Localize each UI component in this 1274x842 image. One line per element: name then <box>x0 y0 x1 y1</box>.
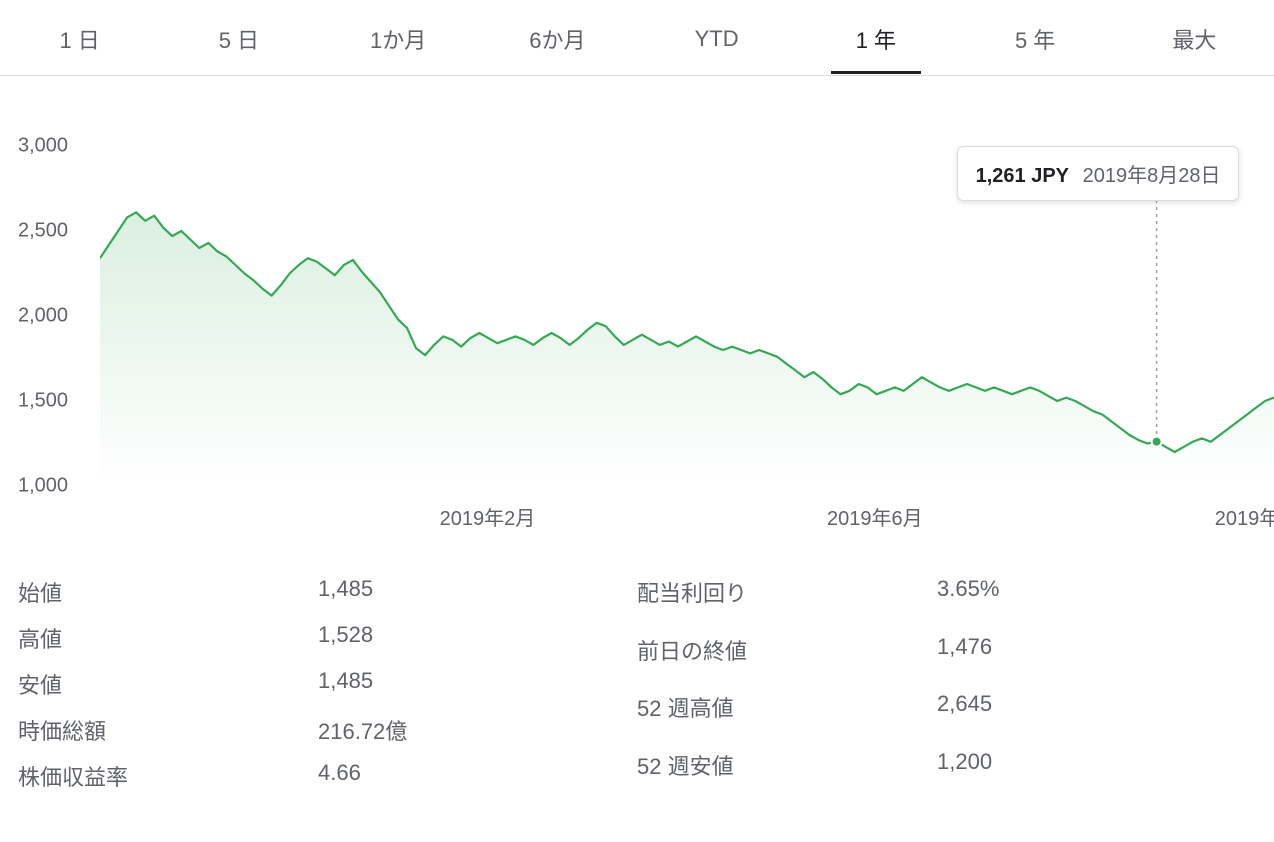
x-axis-tick-label: 2019年2月 <box>440 502 536 531</box>
chart-area-fill <box>100 212 1274 486</box>
tab-range[interactable]: 最大 <box>1115 3 1274 73</box>
stat-label: 52 週安値 <box>637 749 937 793</box>
tab-range[interactable]: 5 日 <box>159 3 318 73</box>
stat-value: 3.65% <box>937 576 1256 620</box>
tooltip-date: 2019年8月28日 <box>1083 165 1221 187</box>
x-axis-tick-label: 2019年10月 <box>1215 502 1274 531</box>
tab-range[interactable]: 1 日 <box>0 3 159 73</box>
stats-right-column: 配当利回り3.65%前日の終値1,47652 週高値2,64552 週安値1,2… <box>637 576 1256 792</box>
stat-label: 始値 <box>18 576 318 608</box>
y-axis-labels: 1,000 1,500 2,000 2,500 3,000 <box>18 136 88 496</box>
y-axis-tick-label: 3,000 <box>18 135 68 158</box>
tab-range[interactable]: 1 年 <box>796 3 955 73</box>
y-axis-tick-label: 2,500 <box>18 220 68 243</box>
stat-label: 安値 <box>18 668 318 700</box>
stat-value: 1,476 <box>937 634 1256 678</box>
x-axis-labels: 2019年2月 2019年6月 2019年10月 <box>0 502 1274 538</box>
stat-value: 1,528 <box>318 622 637 654</box>
stat-value: 1,485 <box>318 668 637 700</box>
stats-left-column: 始値1,485高値1,528安値1,485時価総額216.72億株価収益率4.6… <box>18 576 637 792</box>
y-axis-tick-label: 1,500 <box>18 390 68 413</box>
stat-label: 時価総額 <box>18 714 318 746</box>
stat-label: 配当利回り <box>637 576 937 620</box>
y-axis-tick-label: 1,000 <box>18 475 68 498</box>
y-axis-tick-label: 2,000 <box>18 305 68 328</box>
stat-value: 2,645 <box>937 691 1256 735</box>
stock-stats: 始値1,485高値1,528安値1,485時価総額216.72億株価収益率4.6… <box>0 576 1274 792</box>
stat-value: 4.66 <box>318 760 637 792</box>
stat-value: 1,200 <box>937 749 1256 793</box>
stat-label: 株価収益率 <box>18 760 318 792</box>
tab-range[interactable]: 5 年 <box>956 3 1115 73</box>
price-chart[interactable]: 1,000 1,500 2,000 2,500 3,000 1,261 JPY 2019… <box>0 136 1274 496</box>
time-range-tabs: 1 日5 日1か月6か月YTD1 年5 年最大 <box>0 0 1274 76</box>
hover-marker <box>1152 437 1162 447</box>
tooltip-value: 1,261 JPY <box>976 165 1069 187</box>
tab-range[interactable]: 1か月 <box>319 3 478 73</box>
x-axis-tick-label: 2019年6月 <box>827 502 923 531</box>
tab-range[interactable]: 6か月 <box>478 3 637 73</box>
stat-label: 52 週高値 <box>637 691 937 735</box>
stock-widget: 1 日5 日1か月6か月YTD1 年5 年最大 1,000 1,500 2,000 2… <box>0 0 1274 842</box>
price-tooltip: 1,261 JPY 2019年8月28日 <box>957 146 1240 201</box>
tab-range[interactable]: YTD <box>637 6 796 70</box>
stat-value: 1,485 <box>318 576 637 608</box>
stat-label: 高値 <box>18 622 318 654</box>
stat-label: 前日の終値 <box>637 634 937 678</box>
stat-value: 216.72億 <box>318 714 637 746</box>
